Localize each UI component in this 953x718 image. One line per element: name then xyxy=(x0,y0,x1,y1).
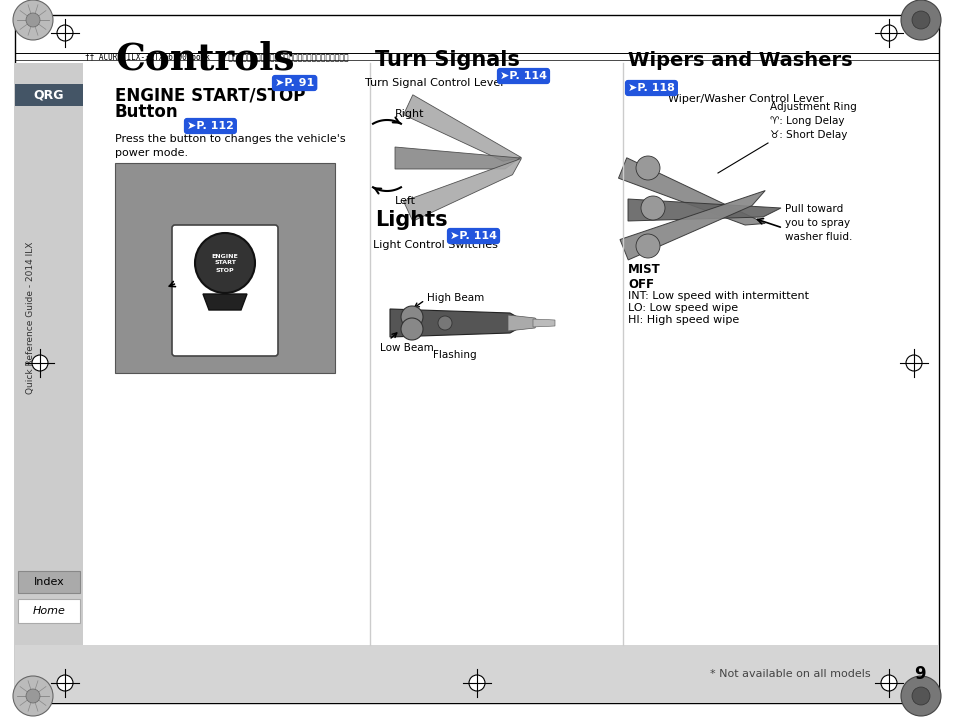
Polygon shape xyxy=(203,294,247,310)
Circle shape xyxy=(194,233,254,293)
Polygon shape xyxy=(403,95,521,162)
Circle shape xyxy=(880,25,896,41)
Text: ➤P. 114: ➤P. 114 xyxy=(499,71,546,81)
Text: ➤P. 118: ➤P. 118 xyxy=(627,83,674,93)
Text: Turn Signals: Turn Signals xyxy=(375,50,519,70)
Circle shape xyxy=(911,11,929,29)
Circle shape xyxy=(900,0,940,40)
Text: Wiper/Washer Control Lever: Wiper/Washer Control Lever xyxy=(667,94,823,104)
Text: LO: Low speed wipe: LO: Low speed wipe xyxy=(627,303,738,313)
Polygon shape xyxy=(395,147,519,169)
Text: High Beam: High Beam xyxy=(427,293,484,303)
Text: INT: Low speed with intermittent: INT: Low speed with intermittent xyxy=(627,291,808,301)
Polygon shape xyxy=(390,309,527,337)
Circle shape xyxy=(469,675,484,691)
Polygon shape xyxy=(618,158,764,225)
Text: Adjustment Ring
♈: Long Delay
♉: Short Delay: Adjustment Ring ♈: Long Delay ♉: Short D… xyxy=(769,102,856,140)
FancyBboxPatch shape xyxy=(172,225,277,356)
Bar xyxy=(15,84,83,106)
Text: Turn Signal Control Lever: Turn Signal Control Lever xyxy=(365,78,504,88)
Text: ENGINE: ENGINE xyxy=(212,253,238,258)
Circle shape xyxy=(400,318,422,340)
Circle shape xyxy=(636,234,659,258)
Circle shape xyxy=(13,676,53,716)
Text: Index: Index xyxy=(33,577,64,587)
Circle shape xyxy=(32,355,48,371)
Text: Wipers and Washers: Wipers and Washers xyxy=(627,51,852,70)
Text: Home: Home xyxy=(32,606,66,616)
Circle shape xyxy=(57,25,73,41)
Bar xyxy=(115,163,335,373)
Circle shape xyxy=(900,676,940,716)
Polygon shape xyxy=(403,159,521,221)
Polygon shape xyxy=(627,199,781,221)
Text: Lights: Lights xyxy=(375,210,447,230)
Bar xyxy=(15,63,83,645)
Text: ENGINE START/STOP: ENGINE START/STOP xyxy=(115,87,305,105)
Circle shape xyxy=(26,689,40,703)
Bar xyxy=(18,599,80,623)
Text: Low Beam: Low Beam xyxy=(379,343,434,353)
Text: QRG: QRG xyxy=(33,88,64,101)
Text: †† ACURA ILX-31TX66100.book  9 ページ　２０１３年３月７日　木曜日　午前１１時３３分: †† ACURA ILX-31TX66100.book 9 ページ ２０１３年３… xyxy=(85,52,348,61)
Text: Right: Right xyxy=(395,109,424,119)
Text: MIST: MIST xyxy=(627,263,660,276)
Bar xyxy=(15,645,938,703)
Text: ➤P. 112: ➤P. 112 xyxy=(187,121,233,131)
Circle shape xyxy=(57,675,73,691)
Text: HI: High speed wipe: HI: High speed wipe xyxy=(627,315,739,325)
Text: * Not available on all models: * Not available on all models xyxy=(709,669,870,679)
Polygon shape xyxy=(533,319,555,327)
Text: OFF: OFF xyxy=(627,278,654,291)
Text: Left: Left xyxy=(395,196,416,206)
Circle shape xyxy=(437,316,452,330)
Circle shape xyxy=(400,306,422,328)
Polygon shape xyxy=(619,190,764,260)
Circle shape xyxy=(13,0,53,40)
Text: Flashing: Flashing xyxy=(433,350,476,360)
Bar xyxy=(18,571,80,593)
Circle shape xyxy=(880,675,896,691)
Circle shape xyxy=(911,687,929,705)
Circle shape xyxy=(26,13,40,27)
Polygon shape xyxy=(507,315,537,331)
Text: Button: Button xyxy=(115,103,178,121)
Text: Quick Reference Guide - 2014 ILX: Quick Reference Guide - 2014 ILX xyxy=(27,242,35,394)
Text: ➤P. 114: ➤P. 114 xyxy=(450,231,497,241)
Circle shape xyxy=(905,355,921,371)
Text: 9: 9 xyxy=(913,665,924,683)
Text: START: START xyxy=(213,261,235,266)
Text: STOP: STOP xyxy=(215,268,234,273)
Text: Controls: Controls xyxy=(115,41,294,78)
Circle shape xyxy=(640,196,664,220)
Circle shape xyxy=(636,156,659,180)
Text: ➤P. 91: ➤P. 91 xyxy=(274,78,314,88)
Text: Pull toward
you to spray
washer fluid.: Pull toward you to spray washer fluid. xyxy=(784,204,851,242)
Text: Press the button to changes the vehicle's
power mode.: Press the button to changes the vehicle'… xyxy=(115,134,345,158)
Text: Light Control Switches: Light Control Switches xyxy=(373,240,497,250)
